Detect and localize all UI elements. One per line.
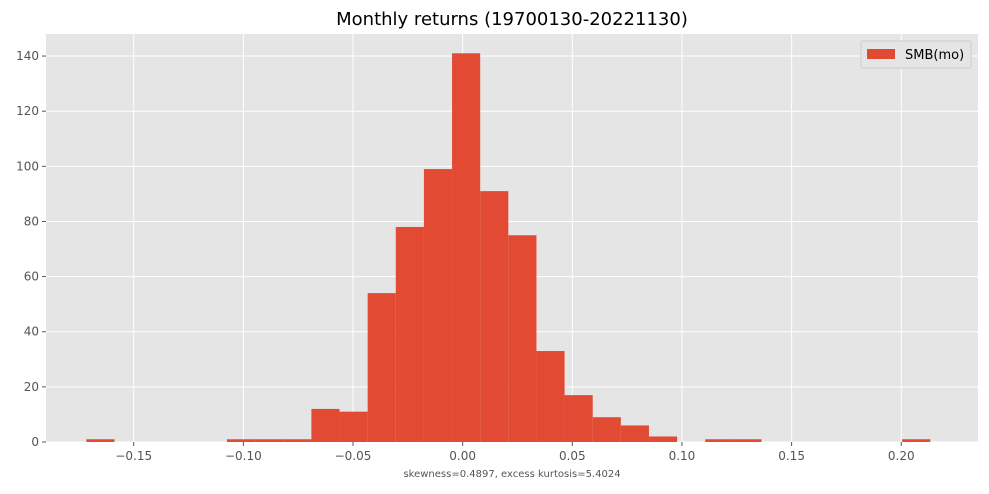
y-tick-label: 120	[16, 104, 39, 118]
histogram-bar	[86, 439, 115, 442]
histogram-bar	[536, 351, 565, 442]
histogram-bar	[480, 191, 509, 442]
histogram-bar	[705, 439, 734, 442]
x-tick-label: −0.10	[225, 449, 262, 463]
chart-title: Monthly returns (19700130-20221130)	[336, 9, 688, 30]
histogram-bar	[423, 169, 453, 442]
x-tick-label: −0.15	[115, 449, 152, 463]
histogram-bar	[395, 226, 424, 442]
histogram-bar	[255, 439, 284, 442]
histogram-bar	[367, 293, 396, 442]
legend-box	[860, 40, 972, 69]
histogram-bar	[733, 439, 762, 442]
x-tick-label: −0.05	[335, 449, 372, 463]
y-axis-ticks: 0 20 40 60 80 100 120 140	[16, 49, 46, 449]
y-tick-label: 140	[16, 49, 39, 63]
x-tick-label: 0.15	[778, 449, 805, 463]
histogram-bar	[283, 439, 312, 442]
histogram-bar	[902, 439, 931, 442]
histogram-bar	[592, 417, 621, 442]
histogram-bar	[339, 411, 368, 442]
histogram-bar	[452, 53, 481, 442]
histogram-bar	[564, 395, 593, 442]
histogram-bars	[86, 53, 931, 442]
legend-swatch	[867, 49, 895, 59]
stats-annotation: skewness=0.4897, excess kurtosis=5.4024	[403, 469, 620, 480]
x-tick-label: 0.20	[888, 449, 915, 463]
y-tick-label: 80	[24, 214, 39, 228]
x-tick-label: 0.05	[559, 449, 586, 463]
histogram-bar	[311, 408, 340, 442]
y-tick-label: 60	[24, 270, 39, 284]
x-tick-label: 0.00	[449, 449, 476, 463]
legend-label: SMB(mo)	[905, 48, 964, 63]
x-axis-ticks: −0.15 −0.10 −0.05 0.00 0.05 0.10 0.15 0.20	[115, 442, 915, 463]
histogram-bar	[648, 436, 678, 442]
y-tick-label: 0	[31, 435, 39, 449]
y-tick-label: 40	[24, 325, 39, 339]
y-tick-label: 20	[24, 380, 39, 394]
x-tick-label: 0.10	[669, 449, 696, 463]
legend: SMB(mo)	[860, 40, 972, 69]
y-tick-label: 100	[16, 159, 39, 173]
histogram-bar	[227, 439, 256, 442]
histogram-bar	[508, 235, 537, 442]
histogram-bar	[620, 425, 649, 442]
